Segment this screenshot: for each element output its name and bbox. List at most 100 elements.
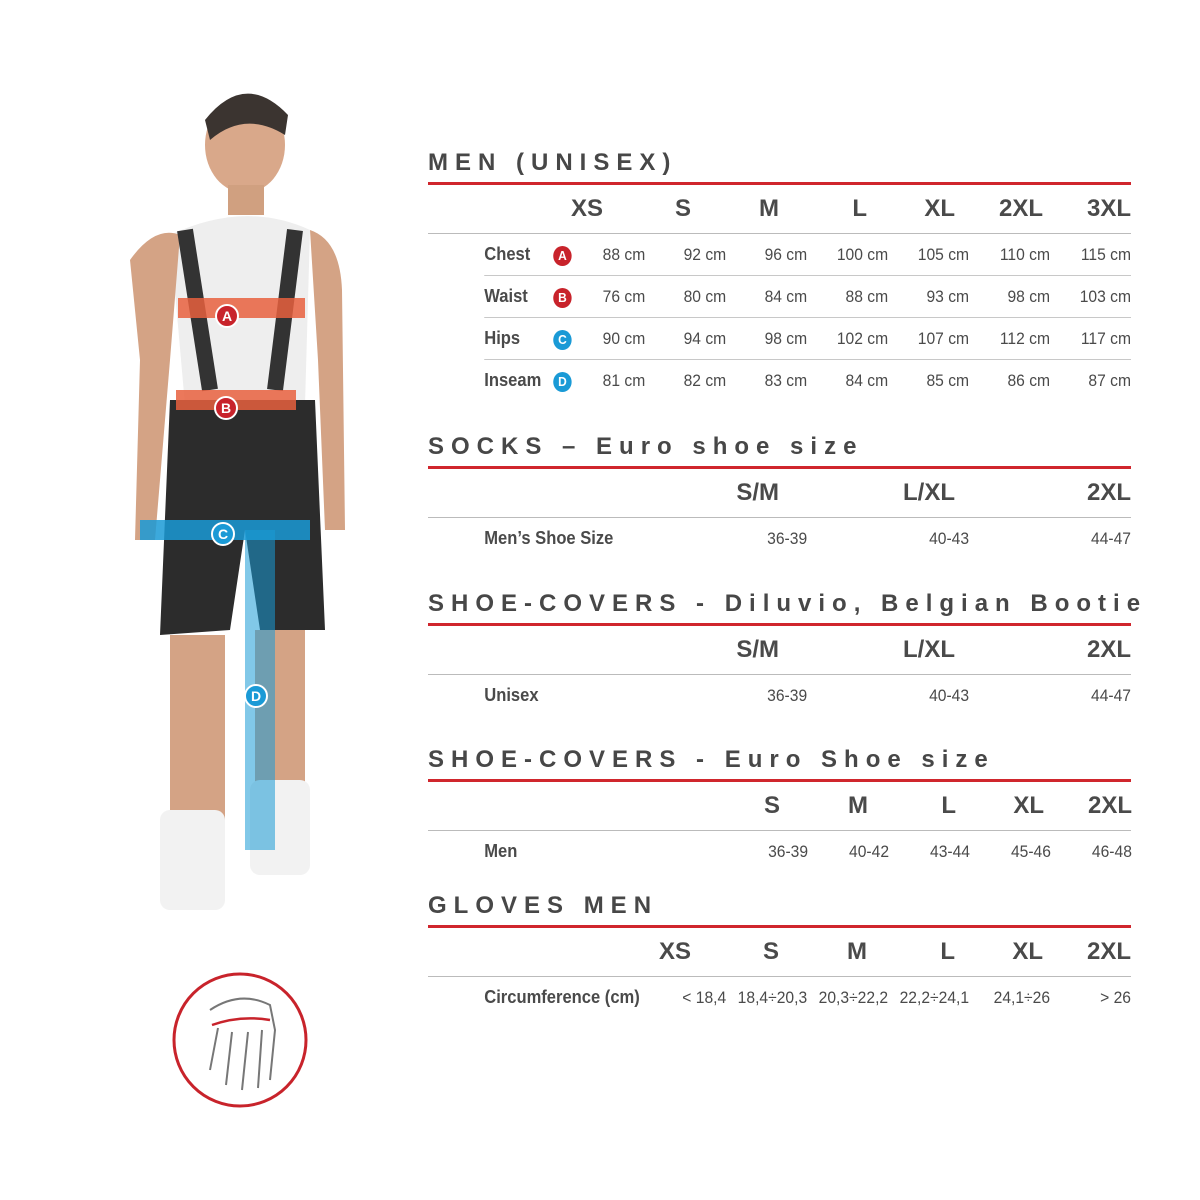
row-label: Hips — [484, 328, 521, 348]
header-row: S/M L/XL 2XL — [428, 469, 1131, 518]
table-row: Men’s Shoe Size 36-39 40-43 44-47 — [484, 518, 1131, 559]
rows: Unisex 36-39 40-43 44-47 — [428, 675, 1131, 716]
value-cell: 18,4÷20,3 — [737, 988, 808, 1007]
size-header: M — [848, 792, 868, 819]
row-label: Men — [484, 841, 518, 861]
divider — [428, 182, 1131, 185]
table-row: Unisex 36-39 40-43 44-47 — [484, 675, 1131, 716]
size-header: S/M — [736, 636, 779, 663]
value-cell: 96 cm — [764, 245, 808, 264]
size-header: L/XL — [903, 479, 955, 506]
value-cell: 102 cm — [836, 329, 889, 348]
value-cell: 46-48 — [1091, 842, 1132, 861]
value-cell: 98 cm — [1007, 287, 1051, 306]
size-header: S — [763, 792, 780, 819]
value-cell: 117 cm — [1080, 329, 1131, 348]
size-header: L — [940, 938, 955, 965]
section-title: SHOE-COVERS - Diluvio, Belgian Bootie — [428, 590, 1148, 617]
header-row: XS S M L XL 2XL 3XL — [428, 185, 1131, 234]
size-header: 2XL — [1087, 792, 1132, 819]
size-header: L/XL — [903, 636, 955, 663]
bib-shorts — [160, 400, 325, 635]
size-header: 2XL — [998, 195, 1043, 222]
size-header: M — [759, 195, 779, 222]
marker-badge: C — [553, 329, 572, 350]
men-unisex-section: MEN (UNISEX) XS S M L XL 2XL 3XL Chest A 8… — [428, 148, 1131, 401]
value-cell: 36-39 — [767, 686, 808, 705]
value-cell: 80 cm — [683, 287, 727, 306]
value-cell: < 18,4 — [682, 988, 727, 1007]
value-cell: 86 cm — [1007, 371, 1051, 390]
value-cell: 103 cm — [1079, 287, 1131, 306]
size-header: S — [674, 195, 691, 222]
size-header: XL — [1013, 792, 1044, 819]
header-row: S M L XL 2XL — [428, 782, 1132, 831]
value-cell: 43-44 — [929, 842, 970, 861]
row-label: Chest — [484, 244, 531, 264]
marker-d: D — [244, 684, 268, 708]
marker-badge: D — [553, 371, 572, 392]
value-cell: 44-47 — [1090, 529, 1131, 548]
size-header: L — [941, 792, 956, 819]
chest-band — [178, 298, 305, 318]
value-cell: 90 cm — [602, 329, 646, 348]
divider — [428, 925, 1131, 928]
table-row: Chest A 88 cm 92 cm 96 cm 100 cm 105 cm 110 cm 1… — [484, 234, 1131, 276]
svg-text:C: C — [218, 526, 228, 542]
header-row: XS S M L XL 2XL — [428, 928, 1131, 977]
size-header: S — [762, 938, 779, 965]
value-cell: 36-39 — [768, 842, 809, 861]
shoe-covers-euro-section: SHOE-COVERS - Euro Shoe size S M L XL 2X… — [428, 745, 1132, 872]
divider — [428, 623, 1131, 626]
value-cell: 44-47 — [1090, 686, 1131, 705]
value-cell: 105 cm — [917, 245, 970, 264]
hand-circumference-icon — [172, 972, 308, 1108]
marker-cell: B — [553, 276, 576, 317]
value-cell: 92 cm — [683, 245, 727, 264]
value-cell: > 26 — [1100, 988, 1131, 1007]
row-label: Circumference (cm) — [484, 987, 640, 1007]
size-header: XL — [1012, 938, 1043, 965]
value-cell: 94 cm — [683, 329, 727, 348]
left-sock — [160, 810, 225, 910]
size-header: 2XL — [1086, 938, 1131, 965]
value-cell: 88 cm — [602, 245, 646, 264]
value-cell: 22,2÷24,1 — [899, 988, 970, 1007]
size-header: 3XL — [1086, 195, 1131, 222]
value-cell: 20,3÷22,2 — [818, 988, 889, 1007]
table-row: Waist B 76 cm 80 cm 84 cm 88 cm 93 cm 98 cm 103 … — [484, 276, 1131, 318]
section-title: GLOVES MEN — [428, 892, 659, 919]
value-cell: 36-39 — [767, 529, 808, 548]
value-cell: 84 cm — [764, 287, 808, 306]
section-title: MEN (UNISEX) — [428, 149, 678, 176]
value-cell: 76 cm — [602, 287, 646, 306]
value-cell: 85 cm — [926, 371, 970, 390]
section-title: SHOE-COVERS - Euro Shoe size — [428, 746, 995, 773]
rows: Circumference (cm) < 18,4 18,4÷20,3 20,3÷22… — [428, 977, 1131, 1018]
size-header: S/M — [736, 479, 779, 506]
divider — [428, 779, 1131, 782]
value-cell: 24,1÷26 — [993, 988, 1051, 1007]
value-cell: 40-43 — [929, 686, 970, 705]
svg-text:A: A — [222, 308, 232, 324]
value-cell: 88 cm — [845, 287, 889, 306]
marker-cell: C — [553, 318, 576, 359]
value-cell: 110 cm — [999, 245, 1051, 264]
row-label: Men’s Shoe Size — [484, 528, 614, 548]
marker-c: C — [211, 522, 235, 546]
marker-cell: A — [553, 234, 576, 275]
row-label: Unisex — [484, 685, 539, 705]
value-cell: 100 cm — [836, 245, 889, 264]
rows: Men’s Shoe Size 36-39 40-43 44-47 — [428, 518, 1131, 559]
size-header: 2XL — [1086, 479, 1131, 506]
size-header: XS — [658, 938, 691, 965]
shoe-covers-diluvio-section: SHOE-COVERS - Diluvio, Belgian Bootie S/… — [428, 589, 1148, 716]
value-cell: 45-46 — [1010, 842, 1051, 861]
size-header: M — [847, 938, 867, 965]
row-label: Waist — [484, 286, 528, 306]
marker-b: B — [214, 396, 238, 420]
hair — [205, 93, 288, 140]
svg-text:B: B — [221, 400, 231, 416]
rows: Men 36-39 40-42 43-44 45-46 46-48 — [428, 831, 1132, 872]
marker-badge: B — [553, 287, 572, 308]
